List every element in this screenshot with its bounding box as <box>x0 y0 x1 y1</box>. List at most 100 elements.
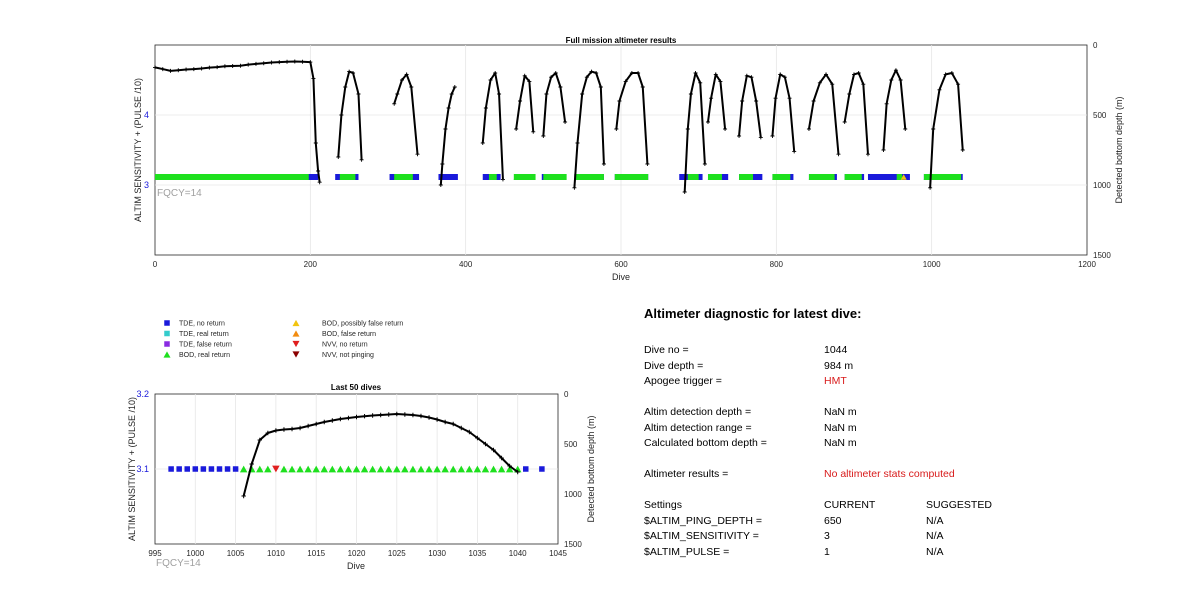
bod-real-return-marker <box>409 465 417 473</box>
depth-point <box>317 180 322 185</box>
depth-point <box>688 92 693 96</box>
tde-no-return-marker <box>867 174 910 180</box>
bod-real-return-marker <box>394 174 413 180</box>
bod-real-return-marker <box>553 174 559 180</box>
top-x-axis-label: Dive <box>612 272 630 282</box>
setting-row: $ALTIM_SENSITIVITY = 3 N/A <box>644 529 1164 545</box>
depth-line <box>882 69 907 151</box>
depth-point <box>817 80 822 85</box>
diagnostic-title: Altimeter diagnostic for latest dive: <box>644 306 862 321</box>
legend-label: BOD, real return <box>179 352 230 359</box>
bod-real-return-marker <box>558 174 564 180</box>
bottom-x-tick-label: 1045 <box>549 549 567 558</box>
bod-real-return-marker <box>254 174 261 180</box>
bottom-x-tick-label: 1020 <box>348 549 366 558</box>
bod-real-return-marker <box>589 174 595 180</box>
legend-marker <box>164 320 170 326</box>
bod-real-return-marker <box>393 174 400 180</box>
depth-point <box>386 412 391 417</box>
depth-point <box>698 80 703 85</box>
bottom-y2-tick-label: 1000 <box>564 490 582 499</box>
setting-row: $ALTIM_PULSE = 1 N/A <box>644 545 1164 561</box>
depth-point <box>881 148 886 152</box>
depth-point <box>830 82 835 87</box>
bod-real-return-marker <box>401 465 409 473</box>
depth-point <box>285 59 290 64</box>
bottom-chart-title: Last 50 dives <box>331 383 382 392</box>
bod-real-return-marker <box>360 465 369 473</box>
bod-real-return-marker <box>854 174 860 180</box>
legend-marker <box>292 340 300 348</box>
depth-point <box>499 455 504 461</box>
depth-point <box>395 92 400 96</box>
depth-point <box>314 421 319 427</box>
bod-real-return-marker <box>368 465 377 473</box>
bod-real-return-marker <box>738 174 745 180</box>
legend-marker <box>163 351 171 358</box>
bod-real-return-marker <box>425 465 433 473</box>
bod-real-return-marker <box>548 174 554 180</box>
depth-point <box>394 411 399 417</box>
altimeter-diagnostic-panel: Altimeter diagnostic for latest dive: Di… <box>644 306 1164 560</box>
depth-point <box>702 162 707 166</box>
depth-point <box>693 71 698 75</box>
bod-real-return-marker <box>169 174 176 180</box>
detect-range-label: Altim detection range = <box>644 421 752 434</box>
depth-point <box>378 412 383 418</box>
depth-point <box>572 185 577 190</box>
legend-label: TDE, false return <box>179 342 232 349</box>
depth-point <box>956 82 961 87</box>
bod-real-return-marker <box>349 174 356 180</box>
depth-point <box>351 71 356 75</box>
depth-point <box>238 63 243 68</box>
depth-point <box>943 72 948 77</box>
bod-real-return-marker <box>808 174 815 180</box>
bod-real-return-marker <box>164 174 171 180</box>
depth-point <box>409 85 414 89</box>
depth-point <box>553 71 558 75</box>
depth-point <box>594 71 599 75</box>
depth-point <box>443 127 448 131</box>
calc-depth-row: Calculated bottom depth = NaN m <box>644 436 1164 452</box>
depth-point <box>645 162 650 166</box>
bod-real-return-marker <box>896 174 902 180</box>
depth-point <box>811 99 816 103</box>
depth-point <box>483 106 488 110</box>
bod-real-return-marker <box>818 174 825 180</box>
depth-point <box>343 85 348 89</box>
bod-real-return-marker <box>938 174 945 180</box>
depth-point <box>207 65 212 70</box>
bottom-y2-axis-label: Detected bottom depth (m) <box>586 415 596 522</box>
depth-point <box>392 101 397 106</box>
depth-point <box>402 412 408 417</box>
top-x-tick-label: 200 <box>304 260 318 269</box>
bottom-y2-tick-label: 500 <box>564 440 578 449</box>
bod-real-return-marker <box>244 174 251 180</box>
depth-point <box>322 419 327 425</box>
depth-point <box>514 127 519 131</box>
bod-real-return-marker <box>782 174 788 180</box>
bod-real-return-marker <box>513 174 520 180</box>
bod-real-return-marker <box>224 174 231 180</box>
depth-line <box>481 72 504 180</box>
depth-point <box>709 96 714 101</box>
apogee-value: HMT <box>824 375 847 387</box>
setting-name: $ALTIM_PULSE = <box>644 545 730 558</box>
depth-point <box>614 127 619 131</box>
depth-point <box>338 416 343 422</box>
bod-real-return-marker <box>523 174 530 180</box>
settings-label: Settings <box>644 499 682 511</box>
setting-current: 650 <box>824 514 842 527</box>
top-grid <box>155 45 1087 255</box>
depth-line <box>439 86 456 186</box>
bod-real-return-marker <box>772 174 791 180</box>
bod-real-return-marker <box>574 174 604 180</box>
depth-point <box>440 162 445 166</box>
depth-point <box>617 99 622 103</box>
depth-point <box>222 64 227 69</box>
depth-point <box>928 185 933 190</box>
bod-real-return-marker <box>488 174 495 180</box>
depth-point <box>598 85 603 89</box>
nvv-no-return-marker <box>272 465 280 473</box>
